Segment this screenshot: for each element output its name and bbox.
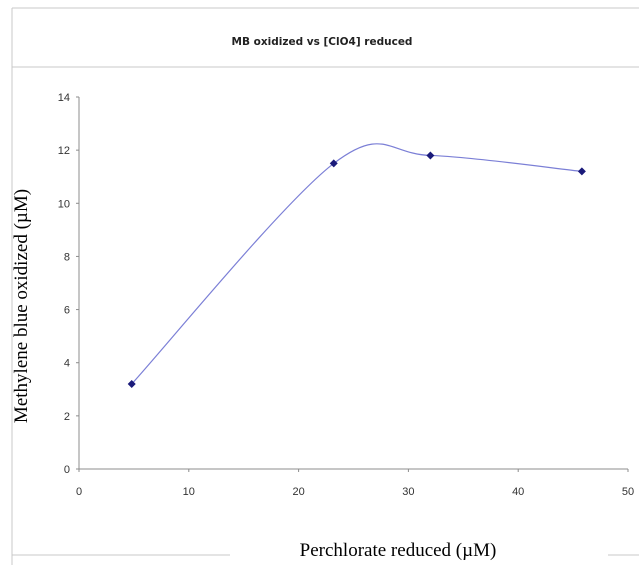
data-point-0-2: [426, 151, 435, 160]
series-line-0: [131, 143, 582, 385]
x-tick-label-4: 40: [512, 486, 524, 498]
y-tick-label-0: 0: [64, 464, 70, 476]
y-axis-title: Methylene blue oxidized (µM): [11, 189, 32, 423]
y-tick-label-1: 2: [64, 411, 70, 423]
x-tick-label-3: 30: [402, 486, 414, 498]
x-tick-label-2: 20: [292, 486, 304, 498]
x-tick-label-5: 50: [622, 486, 634, 498]
x-tick-label-0: 0: [76, 486, 82, 498]
data-point-0-3: [577, 167, 586, 176]
y-tick-label-2: 4: [64, 358, 70, 370]
y-tick-label-5: 10: [58, 198, 70, 210]
data-point-0-1: [329, 159, 338, 168]
series-layer: [127, 143, 586, 388]
y-tick-label-7: 14: [58, 92, 70, 104]
axes: 0 2 4 6 8 10 12 14 0 10 20 30 40 50: [58, 92, 634, 498]
x-tick-label-1: 10: [183, 486, 195, 498]
data-point-0-0: [127, 379, 136, 388]
y-tick-label-3: 6: [64, 305, 70, 317]
y-tick-label-4: 8: [64, 251, 70, 263]
x-axis-title: Perchlorate reduced (µM): [300, 540, 497, 561]
y-tick-label-6: 12: [58, 145, 70, 157]
chart-title: MB oxidized vs [ClO4] reduced: [232, 36, 413, 48]
